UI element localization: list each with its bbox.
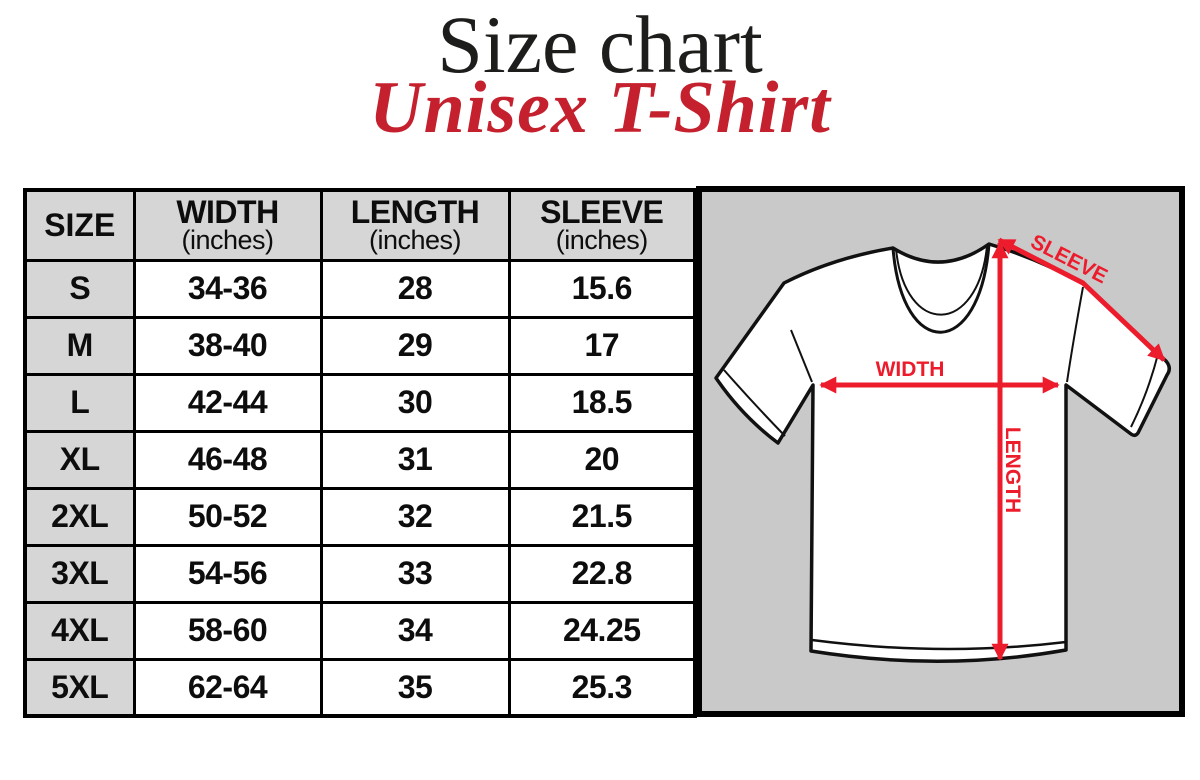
- table-row: M 38-40 29 17: [23, 315, 697, 376]
- tshirt-outline: [714, 242, 1171, 663]
- width-value-cell: 46-48: [132, 429, 323, 490]
- size-label-cell: XL: [23, 429, 136, 490]
- width-value-cell: 58-60: [132, 600, 323, 661]
- tshirt-diagram: WIDTH LENGTH SLEEVE: [714, 230, 1171, 663]
- width-measure-label: WIDTH: [876, 358, 945, 381]
- length-value-cell: 28: [319, 258, 511, 319]
- size-label-cell: 5XL: [23, 657, 136, 718]
- size-label-cell: 3XL: [23, 543, 136, 604]
- table-header-row: SIZE WIDTH (inches) LENGTH (inches) SLEE…: [23, 188, 697, 262]
- width-value-cell: 42-44: [132, 372, 323, 433]
- sleeve-value-cell: 20: [507, 429, 697, 490]
- length-value-cell: 33: [319, 543, 511, 604]
- col-header-size: SIZE: [23, 188, 136, 262]
- sleeve-value-cell: 24.25: [507, 600, 697, 661]
- col-header-width-label: WIDTH: [176, 193, 279, 230]
- page-title: Size chart: [437, 0, 763, 90]
- length-measure-label: LENGTH: [1001, 427, 1024, 513]
- collar-inner-line: [895, 245, 988, 316]
- table-row: 2XL 50-52 32 21.5: [23, 486, 697, 547]
- sleeve-measure-arrow: [997, 237, 1166, 362]
- col-header-sleeve-label: SLEEVE: [540, 193, 664, 230]
- sleeve-value-cell: 18.5: [507, 372, 697, 433]
- table-row: 3XL 54-56 33 22.8: [23, 543, 697, 604]
- length-value-cell: 29: [319, 315, 511, 376]
- right-cuff-inner-line: [1130, 353, 1159, 428]
- col-header-width-unit: (inches): [181, 224, 274, 255]
- size-label-cell: S: [23, 258, 136, 319]
- width-value-cell: 62-64: [132, 657, 323, 718]
- table-row: 5XL 62-64 35 25.3: [23, 657, 697, 718]
- hem-inner-line: [811, 638, 1067, 651]
- size-label-cell: L: [23, 372, 136, 433]
- col-header-length-label: LENGTH: [350, 193, 480, 230]
- length-value-cell: 34: [319, 600, 511, 661]
- table-row: L 42-44 30 18.5: [23, 372, 697, 433]
- length-value-cell: 31: [319, 429, 511, 490]
- table-row: S 34-36 28 15.6: [23, 258, 697, 319]
- sleeve-value-cell: 15.6: [507, 258, 697, 319]
- collar-outer-line: [891, 243, 991, 334]
- size-label-cell: 4XL: [23, 600, 136, 661]
- width-value-cell: 34-36: [132, 258, 323, 319]
- width-value-cell: 50-52: [132, 486, 323, 547]
- col-header-length-unit: (inches): [368, 224, 462, 255]
- sleeve-value-cell: 25.3: [507, 657, 697, 718]
- left-shoulder-seam-line: [790, 329, 813, 383]
- table-row: XL 46-48 31 20: [23, 429, 697, 490]
- left-cuff-inner-line: [723, 369, 786, 437]
- sleeve-value-cell: 17: [507, 315, 697, 376]
- table-row: 4XL 58-60 34 24.25: [23, 600, 697, 661]
- tshirt-diagram-panel: WIDTH LENGTH SLEEVE: [696, 186, 1185, 717]
- length-value-cell: 35: [319, 657, 511, 718]
- page-subtitle: Unisex T-Shirt: [369, 67, 831, 149]
- size-label-cell: 2XL: [23, 486, 136, 547]
- size-chart-table: SIZE WIDTH (inches) LENGTH (inches) SLEE…: [23, 188, 697, 718]
- sleeve-value-cell: 21.5: [507, 486, 697, 547]
- width-value-cell: 54-56: [132, 543, 323, 604]
- size-label-cell: M: [23, 315, 136, 376]
- col-header-width: WIDTH (inches): [132, 188, 323, 262]
- length-value-cell: 32: [319, 486, 511, 547]
- col-header-sleeve-unit: (inches): [555, 224, 649, 255]
- sleeve-value-cell: 22.8: [507, 543, 697, 604]
- col-header-length: LENGTH (inches): [319, 188, 511, 262]
- length-value-cell: 30: [319, 372, 511, 433]
- width-value-cell: 38-40: [132, 315, 323, 376]
- col-header-sleeve: SLEEVE (inches): [507, 188, 697, 262]
